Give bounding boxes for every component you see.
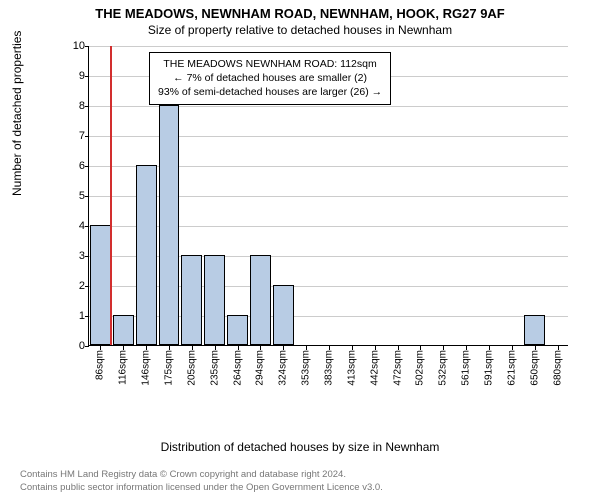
- bar: [250, 255, 271, 345]
- annotation-line-3: 93% of semi-detached houses are larger (…: [158, 85, 382, 99]
- y-tick-label: 6: [67, 160, 85, 172]
- footer-line-2: Contains public sector information licen…: [20, 482, 383, 494]
- bar: [273, 285, 294, 345]
- x-tick-label: 472sqm: [392, 350, 403, 386]
- y-tick-label: 1: [67, 310, 85, 322]
- y-tick-mark: [85, 346, 89, 347]
- y-tick-label: 7: [67, 130, 85, 142]
- y-tick-label: 4: [67, 220, 85, 232]
- y-tick-mark: [85, 256, 89, 257]
- y-tick-label: 2: [67, 280, 85, 292]
- gridline: [89, 46, 568, 47]
- x-tick-label: 502sqm: [415, 350, 426, 386]
- x-tick-label: 561sqm: [461, 350, 472, 386]
- page-subtitle: Size of property relative to detached ho…: [0, 23, 600, 37]
- page-title: THE MEADOWS, NEWNHAM ROAD, NEWNHAM, HOOK…: [0, 6, 600, 21]
- annotation-line-2: ← 7% of detached houses are smaller (2): [158, 71, 382, 85]
- y-tick-label: 5: [67, 190, 85, 202]
- x-tick-label: 175sqm: [164, 350, 175, 386]
- x-tick-label: 383sqm: [324, 350, 335, 386]
- chart-area: 01234567891086sqm116sqm146sqm175sqm205sq…: [60, 46, 580, 386]
- y-tick-mark: [85, 226, 89, 227]
- y-tick-mark: [85, 136, 89, 137]
- bar: [159, 105, 180, 345]
- x-tick-label: 116sqm: [118, 350, 129, 385]
- y-tick-mark: [85, 316, 89, 317]
- bar: [113, 315, 134, 345]
- plot-region: 01234567891086sqm116sqm146sqm175sqm205sq…: [88, 46, 568, 346]
- x-tick-label: 86sqm: [95, 350, 106, 380]
- y-tick-label: 8: [67, 100, 85, 112]
- bar: [227, 315, 248, 345]
- footer-line-1: Contains HM Land Registry data © Crown c…: [20, 469, 383, 481]
- x-tick-label: 650sqm: [529, 350, 540, 386]
- x-tick-label: 146sqm: [141, 350, 152, 386]
- y-tick-mark: [85, 76, 89, 77]
- y-tick-mark: [85, 286, 89, 287]
- y-axis-label: Number of detached properties: [10, 31, 24, 196]
- x-tick-label: 353sqm: [301, 350, 312, 386]
- x-tick-label: 205sqm: [186, 350, 197, 386]
- y-tick-mark: [85, 46, 89, 47]
- bar: [181, 255, 202, 345]
- annotation-box: THE MEADOWS NEWNHAM ROAD: 112sqm← 7% of …: [149, 52, 391, 105]
- x-tick-label: 324sqm: [278, 350, 289, 386]
- y-tick-label: 0: [67, 340, 85, 352]
- bar: [204, 255, 225, 345]
- reference-line: [110, 46, 112, 345]
- annotation-line-1: THE MEADOWS NEWNHAM ROAD: 112sqm: [158, 57, 382, 71]
- y-tick-label: 10: [67, 40, 85, 52]
- y-tick-mark: [85, 196, 89, 197]
- x-tick-label: 413sqm: [346, 350, 357, 386]
- y-tick-mark: [85, 106, 89, 107]
- x-tick-label: 294sqm: [255, 350, 266, 386]
- x-tick-label: 442sqm: [369, 350, 380, 386]
- x-tick-label: 680sqm: [552, 350, 563, 386]
- x-tick-label: 591sqm: [484, 350, 495, 386]
- x-tick-label: 264sqm: [232, 350, 243, 386]
- bar: [136, 165, 157, 345]
- footer-copyright: Contains HM Land Registry data © Crown c…: [20, 469, 383, 494]
- bar: [524, 315, 545, 345]
- x-tick-label: 532sqm: [438, 350, 449, 386]
- y-tick-label: 3: [67, 250, 85, 262]
- bar: [90, 225, 111, 345]
- y-tick-label: 9: [67, 70, 85, 82]
- x-axis-label: Distribution of detached houses by size …: [0, 440, 600, 454]
- y-tick-mark: [85, 166, 89, 167]
- title-block: THE MEADOWS, NEWNHAM ROAD, NEWNHAM, HOOK…: [0, 0, 600, 37]
- x-tick-label: 621sqm: [506, 350, 517, 386]
- x-tick-label: 235sqm: [209, 350, 220, 386]
